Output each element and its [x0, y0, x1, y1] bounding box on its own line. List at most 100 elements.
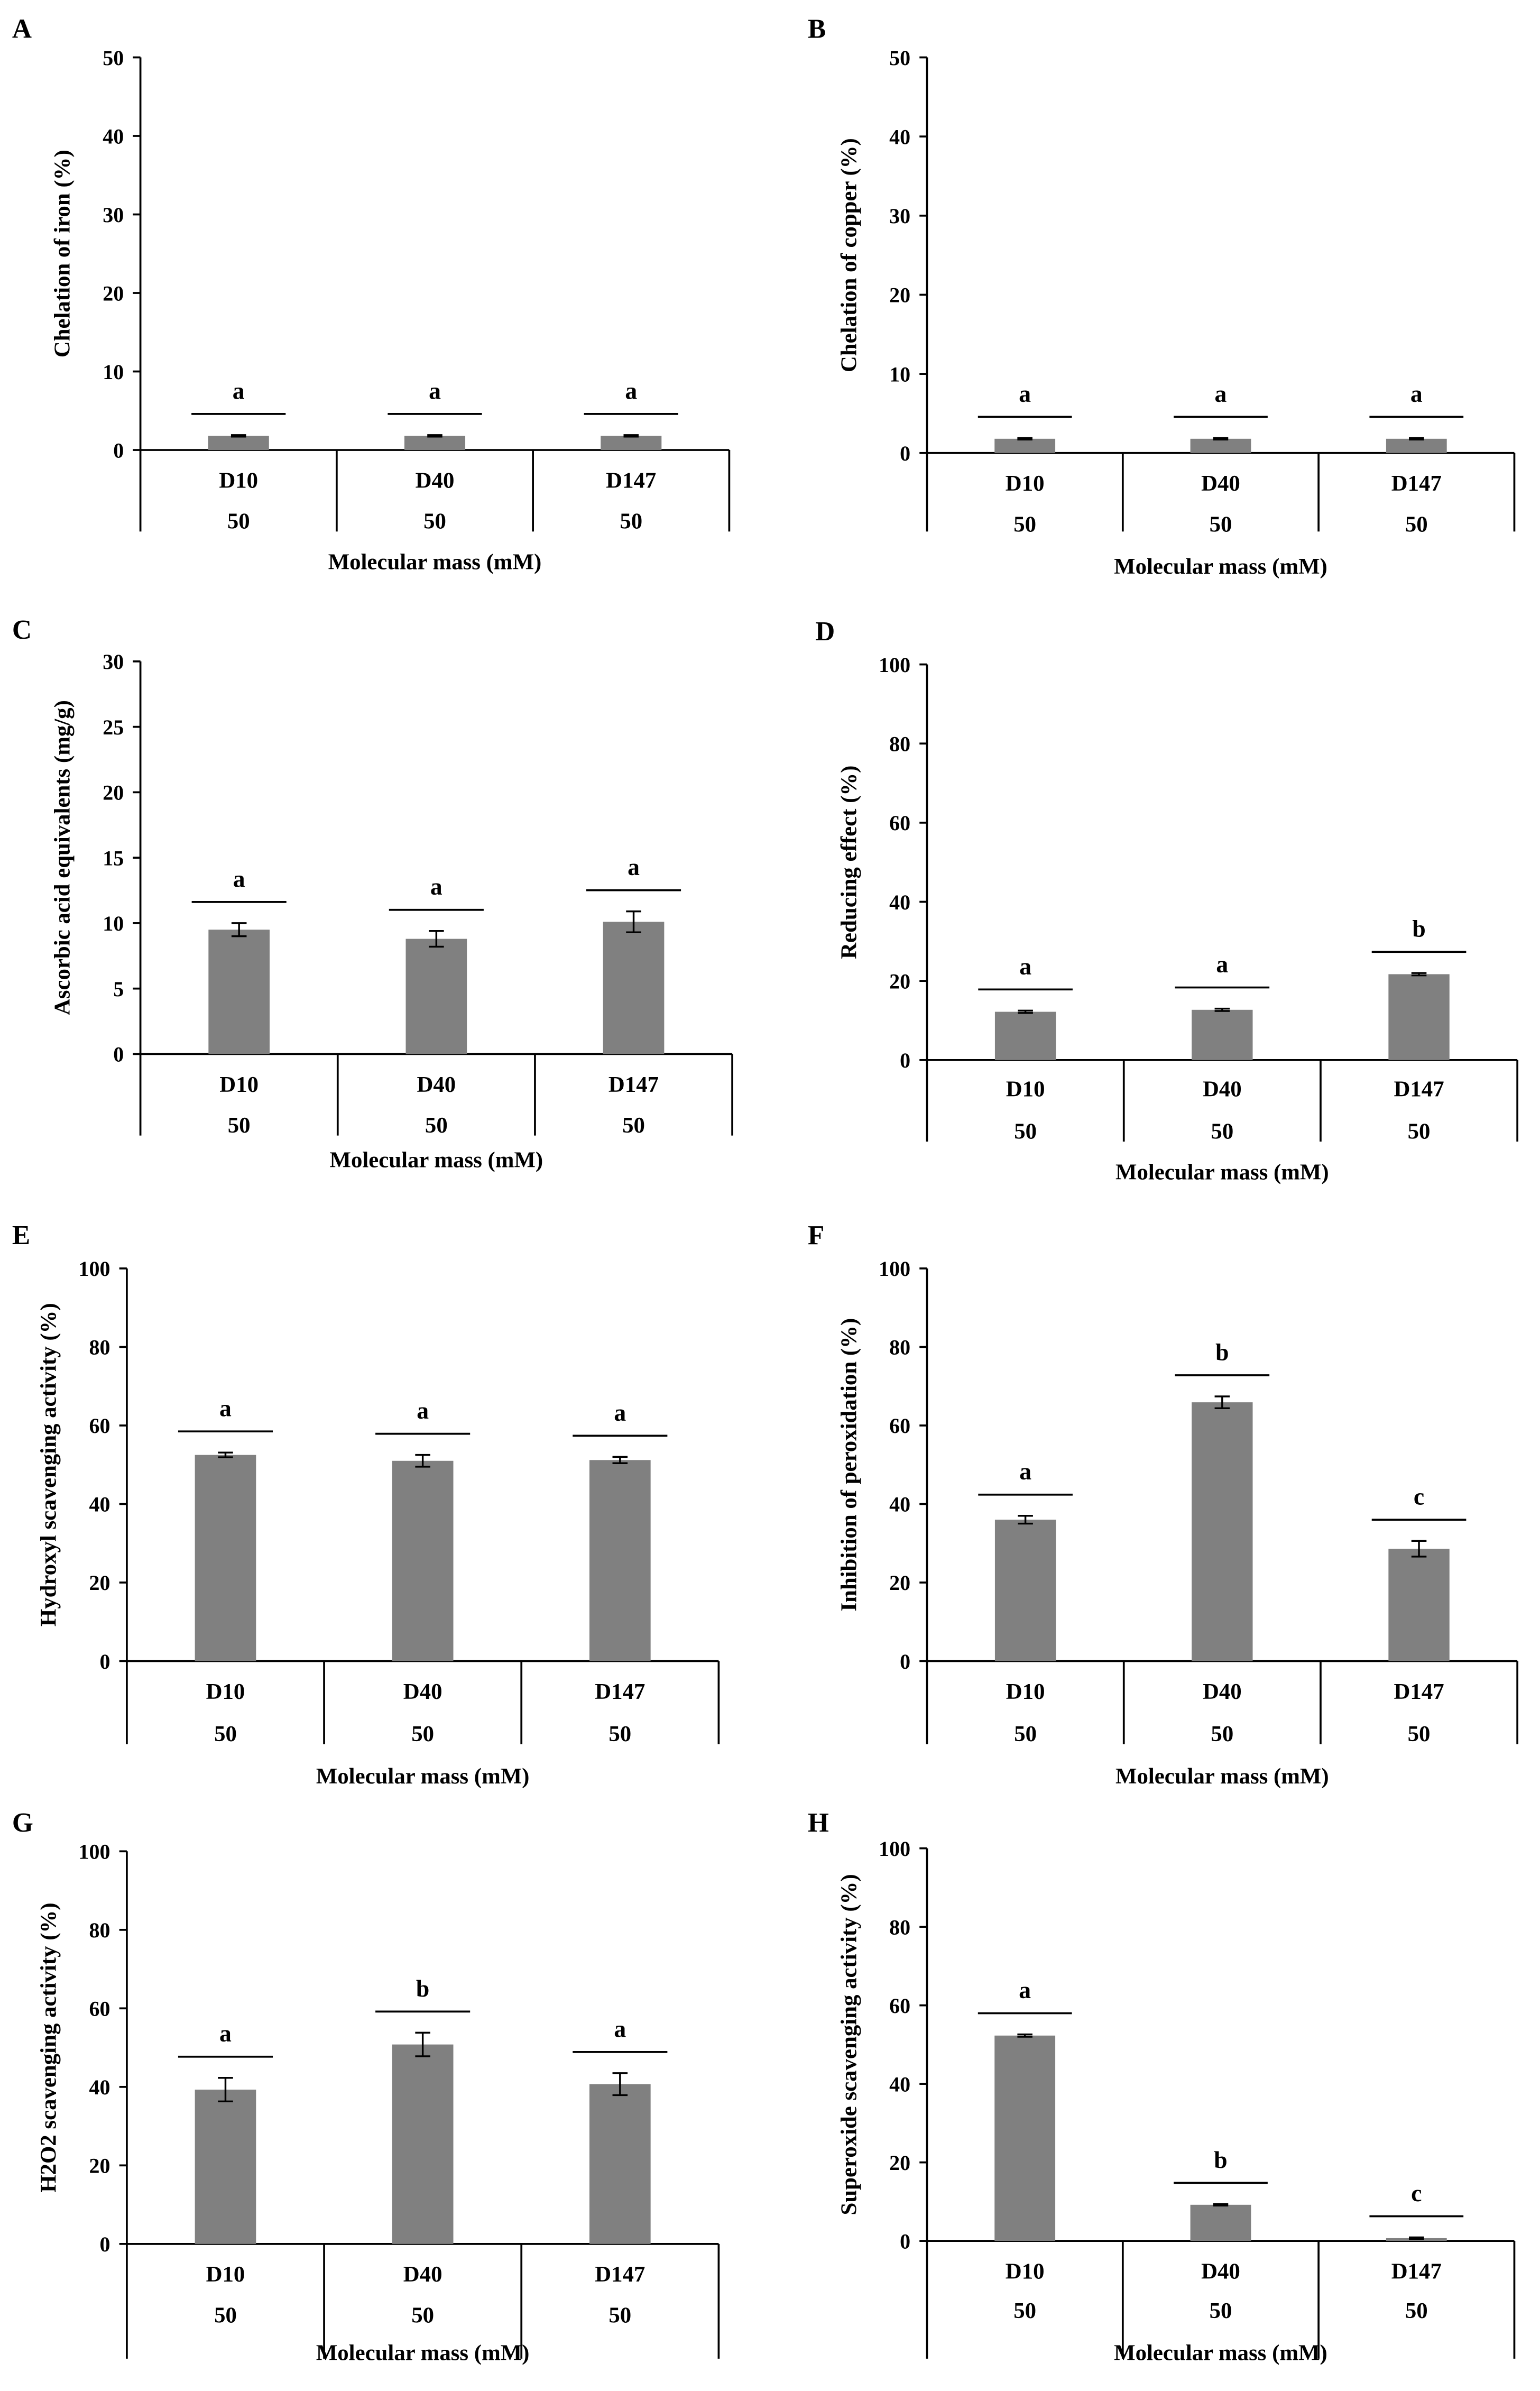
y-tick-label: 40 [889, 890, 910, 914]
bar [1388, 1549, 1450, 1661]
y-axis-title: Chelation of iron (%) [50, 150, 75, 357]
category-sublabel: 50 [1211, 1722, 1233, 1746]
bar [994, 1011, 1056, 1060]
category-label: D40 [403, 1679, 442, 1704]
panel-letter: H [808, 1808, 829, 1838]
y-tick-label: 60 [89, 1997, 110, 2021]
y-tick-label: 40 [89, 1493, 110, 1516]
category-label: D147 [1394, 1077, 1444, 1101]
category-sublabel: 50 [1013, 2298, 1036, 2323]
y-axis-title: H2O2 scavenging activity (%) [36, 1902, 61, 2192]
category-label: D10 [1006, 1679, 1045, 1704]
y-tick-label: 40 [103, 124, 124, 148]
y-tick-label: 60 [89, 1414, 110, 1438]
y-tick-label: 60 [889, 1994, 910, 2018]
panel-letter: F [808, 1220, 824, 1250]
category-sublabel: 50 [1014, 1119, 1037, 1144]
category-sublabel: 50 [1405, 512, 1428, 537]
bar [1192, 1402, 1253, 1661]
significance-letter: a [417, 1397, 429, 1424]
significance-letter: b [416, 1975, 429, 2002]
bar [392, 1460, 454, 1661]
y-tick-label: 15 [103, 846, 124, 870]
bar [208, 436, 269, 450]
x-axis-title: Molecular mass (mM) [1114, 2341, 1327, 2366]
bar [1190, 2204, 1251, 2241]
panel-D: D 0 20 40 60 80 100 a D10 50 a D40 50 b D147 50 Molecula… [815, 617, 1519, 1184]
y-tick-label: 40 [889, 2072, 910, 2096]
bar [392, 2044, 454, 2244]
significance-letter: a [1019, 953, 1031, 980]
panel-letter: B [808, 14, 826, 44]
category-label: D40 [416, 468, 455, 493]
category-label: D147 [608, 1072, 659, 1097]
y-tick-label: 40 [889, 125, 910, 149]
significance-letter: c [1411, 2180, 1422, 2206]
bar [589, 1460, 651, 1661]
category-label: D40 [417, 1072, 456, 1097]
significance-letter: a [614, 1399, 626, 1426]
category-sublabel: 50 [1013, 512, 1036, 537]
y-axis-title: Chelation of copper (%) [836, 138, 861, 372]
y-tick-label: 40 [89, 2075, 110, 2099]
significance-letter: a [219, 1395, 232, 1422]
category-label: D40 [403, 2262, 442, 2287]
y-tick-label: 0 [900, 1650, 910, 1673]
y-tick-label: 0 [99, 1650, 110, 1673]
y-tick-label: 30 [889, 204, 910, 228]
significance-letter: a [429, 377, 441, 404]
y-tick-label: 25 [103, 715, 124, 739]
significance-letter: a [625, 377, 637, 404]
category-sublabel: 50 [1210, 512, 1232, 537]
x-axis-title: Molecular mass (mM) [316, 2341, 530, 2366]
bar [603, 922, 665, 1054]
bar [994, 1520, 1056, 1661]
category-label: D10 [206, 2262, 245, 2287]
category-label: D40 [1203, 1679, 1242, 1704]
significance-letter: a [233, 377, 245, 404]
panel-F: F 0 20 40 60 80 100 a D10 50 b D40 50 c D147 50 Molecula… [808, 1220, 1519, 1789]
panel-H: H 0 20 40 60 80 100 a D10 50 b D40 50 c D147 50 Molecula… [808, 1808, 1516, 2366]
category-sublabel: 50 [227, 509, 250, 534]
category-sublabel: 50 [214, 2303, 237, 2328]
category-label: D147 [595, 1679, 645, 1704]
category-sublabel: 50 [622, 1113, 645, 1138]
category-label: D147 [1391, 2259, 1442, 2284]
category-sublabel: 50 [423, 509, 446, 534]
category-sublabel: 50 [1014, 1722, 1037, 1746]
x-axis-title: Molecular mass (mM) [328, 550, 542, 575]
x-axis-title: Molecular mass (mM) [330, 1148, 543, 1173]
bar [589, 2084, 651, 2244]
bar [195, 2090, 256, 2244]
y-tick-label: 20 [103, 781, 124, 805]
panel-letter: E [12, 1220, 30, 1250]
category-sublabel: 50 [411, 2303, 434, 2328]
y-axis-title: Hydroxyl scavenging activity (%) [36, 1303, 61, 1626]
y-tick-label: 0 [900, 442, 910, 465]
y-tick-label: 80 [889, 732, 910, 756]
y-tick-label: 60 [889, 811, 910, 835]
significance-letter: a [628, 853, 640, 880]
category-label: D147 [595, 2262, 645, 2287]
category-label: D40 [1203, 1077, 1242, 1101]
y-tick-label: 10 [103, 360, 124, 384]
category-sublabel: 50 [1405, 2298, 1428, 2323]
panel-letter: A [12, 14, 32, 44]
y-tick-label: 40 [889, 1493, 910, 1516]
category-sublabel: 50 [1211, 1119, 1233, 1144]
y-tick-label: 0 [113, 438, 124, 462]
y-tick-label: 20 [889, 283, 910, 307]
category-label: D10 [1006, 2259, 1045, 2284]
bar [195, 1455, 256, 1661]
y-tick-label: 0 [900, 1049, 910, 1072]
y-tick-label: 100 [879, 1837, 910, 1861]
y-tick-label: 20 [89, 2154, 110, 2178]
y-tick-label: 0 [99, 2232, 110, 2256]
significance-letter: a [1410, 380, 1423, 407]
y-tick-label: 100 [879, 653, 910, 677]
bar [208, 930, 270, 1054]
panel-letter: G [12, 1808, 33, 1838]
y-tick-label: 80 [889, 1336, 910, 1359]
y-tick-label: 100 [879, 1257, 910, 1281]
x-axis-title: Molecular mass (mM) [1115, 1764, 1329, 1789]
